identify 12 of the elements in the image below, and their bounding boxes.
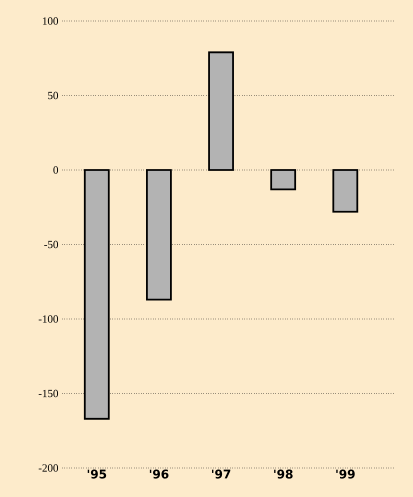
y-tick-label: -150: [38, 390, 58, 398]
x-tick-label: '98: [274, 470, 293, 479]
x-tick-label: '99: [336, 470, 355, 479]
x-tick-label: '95: [88, 470, 106, 479]
y-tick-label: -200: [38, 464, 58, 472]
y-tick-label: 100: [42, 17, 58, 25]
y-tick-label: -50: [44, 240, 58, 248]
y-tick-label: 50: [48, 92, 58, 100]
x-tick-label: '97: [212, 470, 230, 479]
y-tick-label: -100: [38, 315, 58, 323]
x-tick-label: '96: [150, 470, 168, 479]
y-tick-label: 0: [53, 166, 58, 174]
